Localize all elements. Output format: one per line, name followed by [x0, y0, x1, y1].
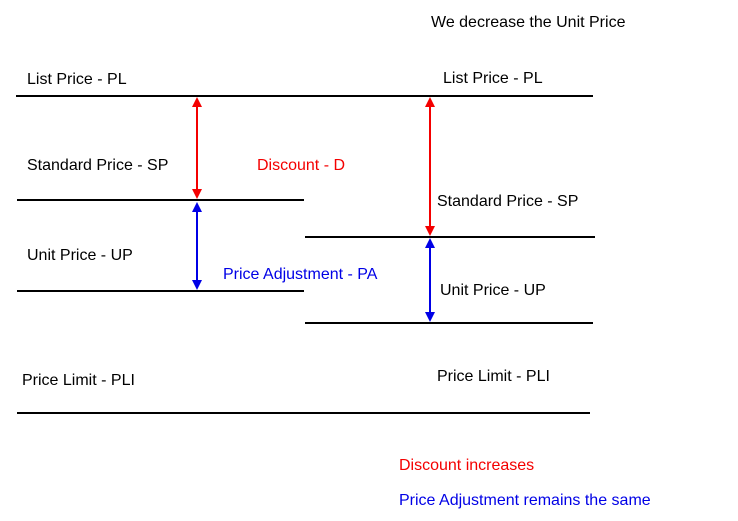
before-price-limit-label: Price Limit - PLI [22, 372, 135, 389]
discount-note: Discount increases [399, 457, 535, 474]
price-adjustment-note: Price Adjustment remains the same [399, 492, 651, 509]
arrow-down-icon [425, 312, 435, 322]
after-standard-price-line [305, 236, 595, 238]
after-unit-price-line [305, 322, 593, 324]
after-unit-price-label: Unit Price - UP [440, 282, 546, 299]
arrow-down-icon [192, 189, 202, 199]
discount-annotation: Discount - D [257, 157, 346, 174]
after-discount-arrow [425, 97, 435, 236]
list-price-line [16, 95, 593, 97]
before-unit-price-line [17, 290, 304, 292]
arrow-down-icon [192, 280, 202, 290]
before-price-adjustment-arrow [192, 202, 202, 290]
after-price-adjustment-arrow [425, 238, 435, 322]
arrow-shaft [429, 102, 431, 231]
after-list-price-label: List Price - PL [443, 70, 543, 87]
arrow-shaft [196, 207, 198, 285]
after-price-limit-label: Price Limit - PLI [437, 368, 550, 385]
after-standard-price-label: Standard Price - SP [437, 193, 579, 210]
before-unit-price-label: Unit Price - UP [27, 247, 133, 264]
arrow-shaft [196, 102, 198, 194]
before-standard-price-line [17, 199, 304, 201]
before-list-price-label: List Price - PL [27, 71, 127, 88]
arrow-shaft [429, 243, 431, 317]
price-limit-line [17, 412, 590, 414]
diagram-title: We decrease the Unit Price [431, 14, 626, 31]
price-adjustment-annotation: Price Adjustment - PA [223, 266, 378, 283]
arrow-down-icon [425, 226, 435, 236]
before-standard-price-label: Standard Price - SP [27, 157, 169, 174]
before-discount-arrow [192, 97, 202, 199]
